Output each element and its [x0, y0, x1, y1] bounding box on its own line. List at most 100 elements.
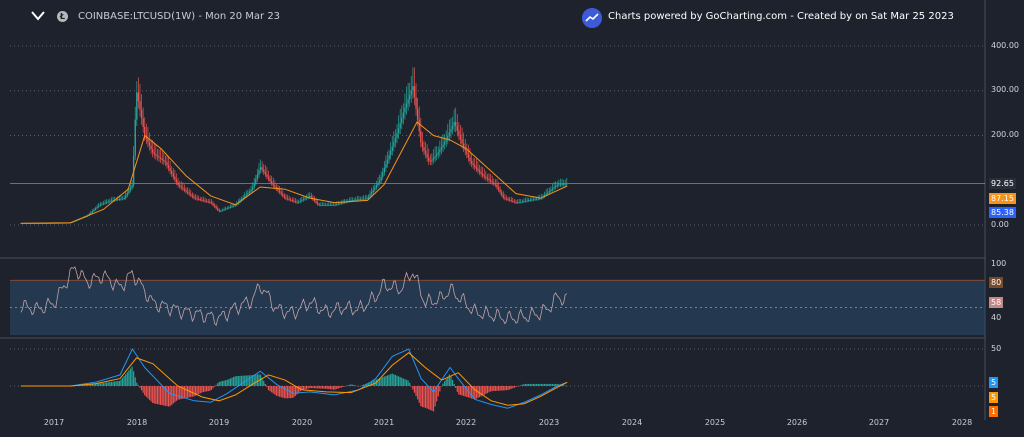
- macd-histogram-bar: [332, 386, 335, 390]
- macd-histogram-bar: [304, 386, 306, 390]
- price-candle-body: [369, 194, 371, 197]
- macd-histogram-bar: [126, 372, 128, 386]
- price-candle-body: [161, 158, 163, 161]
- macd-histogram-bar: [420, 386, 422, 407]
- price-candle-body: [516, 202, 519, 204]
- macd-histogram-bar: [167, 386, 170, 407]
- macd-histogram-bar: [104, 382, 106, 386]
- price-candle-body: [194, 197, 197, 199]
- price-candle-body: [515, 202, 517, 203]
- macd-histogram-bar: [142, 386, 144, 393]
- macd-histogram-bar: [180, 386, 182, 400]
- price-candle-body: [202, 200, 205, 202]
- macd-histogram-bar: [345, 385, 347, 387]
- price-candle-body: [182, 187, 184, 189]
- macd-histogram-bar: [248, 375, 251, 386]
- macd-histogram-bar: [397, 376, 400, 386]
- macd-histogram-bar: [158, 386, 160, 405]
- price-candle-body: [558, 184, 560, 186]
- macd-histogram-bar: [93, 384, 95, 386]
- macd-histogram-bar: [542, 383, 544, 386]
- macd-histogram-bar: [136, 382, 138, 386]
- macd-histogram-bar: [266, 386, 268, 388]
- price-candle-body: [529, 200, 531, 201]
- price-candle-body: [488, 178, 490, 181]
- macd-histogram-bar: [298, 386, 300, 393]
- x-tick: 2017: [43, 418, 65, 427]
- price-candle-body: [147, 138, 149, 143]
- price-candle-body: [467, 154, 470, 158]
- price-candle-body: [350, 200, 352, 202]
- macd-histogram-bar: [336, 386, 338, 390]
- macd-histogram-bar: [212, 386, 214, 389]
- price-candle-body: [234, 204, 236, 206]
- price-candle-body: [207, 201, 209, 203]
- macd-histogram-bar: [466, 386, 468, 397]
- price-candle-body: [462, 143, 465, 148]
- macd-histogram-bar: [421, 386, 423, 408]
- macd-histogram-bar: [237, 375, 239, 386]
- price-candle-body: [321, 204, 324, 206]
- macd-histogram-bar: [458, 386, 460, 395]
- macd-histogram-bar: [409, 382, 411, 386]
- price-candle-body: [226, 208, 228, 210]
- macd-histogram-bar: [226, 379, 228, 386]
- macd-histogram-bar: [516, 386, 519, 387]
- price-candle-body: [98, 205, 100, 207]
- chart-header: Ł COINBASE:LTCUSD(1W) - Mon 20 Mar 23 Ch…: [0, 6, 1024, 28]
- macd-histogram-bar: [160, 386, 162, 405]
- macd-histogram-bar: [510, 386, 512, 389]
- macd-histogram-bar: [280, 386, 282, 398]
- price-candle-body: [210, 202, 213, 204]
- macd-tag: 5: [989, 377, 999, 388]
- price-candle-body: [523, 201, 525, 202]
- chevron-down-icon[interactable]: [30, 9, 46, 23]
- macd-histogram-bar: [488, 386, 490, 393]
- symbol-label: COINBASE:LTCUSD(1W) - Mon 20 Mar 23: [78, 11, 281, 22]
- macd-histogram-bar: [539, 383, 541, 386]
- price-candle-body: [366, 198, 368, 200]
- price-candle-body: [205, 201, 208, 202]
- macd-histogram-bar: [453, 383, 455, 386]
- macd-histogram-bar: [310, 386, 312, 389]
- macd-histogram-bar: [323, 386, 325, 389]
- ma-series-line: [20, 121, 568, 224]
- x-tick: 2021: [373, 418, 395, 427]
- macd-histogram-bar: [502, 386, 504, 391]
- macd-histogram-bar: [169, 386, 171, 407]
- price-candle-body: [450, 128, 452, 133]
- price-candle-body: [356, 199, 359, 201]
- macd-histogram-bar: [483, 386, 485, 395]
- price-candle-body: [90, 212, 92, 215]
- macd-histogram-bar: [115, 381, 117, 386]
- price-candle-body: [137, 92, 140, 102]
- price-candle-body: [34, 223, 36, 225]
- macd-histogram-bar: [120, 379, 122, 386]
- macd-histogram-bar: [312, 386, 314, 389]
- price-candle-body: [39, 223, 41, 225]
- macd-histogram-bar: [556, 383, 558, 386]
- macd-histogram-bar: [386, 375, 389, 386]
- macd-histogram-bar: [507, 386, 509, 391]
- price-candle-body: [297, 201, 300, 203]
- macd-histogram-bar: [82, 384, 84, 386]
- macd-histogram-bar: [402, 378, 404, 386]
- macd-histogram-bar: [232, 376, 235, 386]
- price-candle-body: [244, 196, 246, 198]
- price-candle-body: [442, 144, 444, 148]
- price-candle-body: [329, 204, 332, 206]
- ma2-value-tag: 85.38: [989, 207, 1016, 218]
- price-candle-body: [532, 199, 535, 201]
- macd-histogram-bar: [201, 386, 203, 393]
- price-candle-body: [299, 201, 301, 202]
- price-candle-body: [340, 202, 343, 204]
- macd-histogram-bar: [501, 386, 503, 391]
- macd-histogram-bar: [88, 384, 90, 386]
- macd-histogram-bar: [179, 386, 181, 400]
- price-candle-body: [470, 160, 473, 164]
- macd-histogram-bar: [255, 374, 257, 386]
- macd-histogram-bar: [486, 386, 489, 394]
- macd-histogram-bar: [109, 382, 111, 386]
- macd-histogram-bar: [301, 386, 303, 391]
